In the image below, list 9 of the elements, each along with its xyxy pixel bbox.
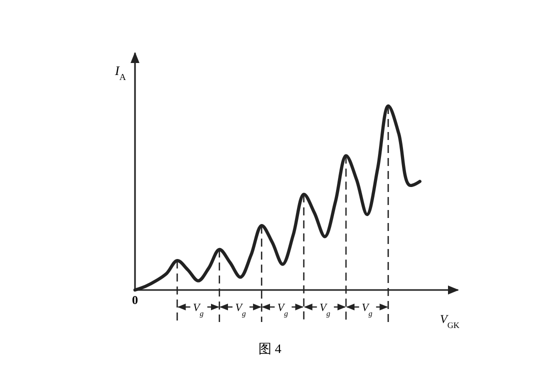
- text: 图 4: [258, 341, 282, 356]
- annotation: 0: [132, 293, 138, 307]
- text: V$_{g}$: [193, 302, 204, 318]
- text: V$_{g}$: [277, 302, 288, 318]
- x-axis-title: V$_{GK}$: [440, 312, 460, 330]
- text: V$_{g}$: [320, 302, 330, 318]
- y-axis-title: I$_{A}$: [114, 63, 126, 82]
- text: V$_{g}$: [362, 302, 373, 318]
- text: V$_{g}$: [235, 302, 246, 318]
